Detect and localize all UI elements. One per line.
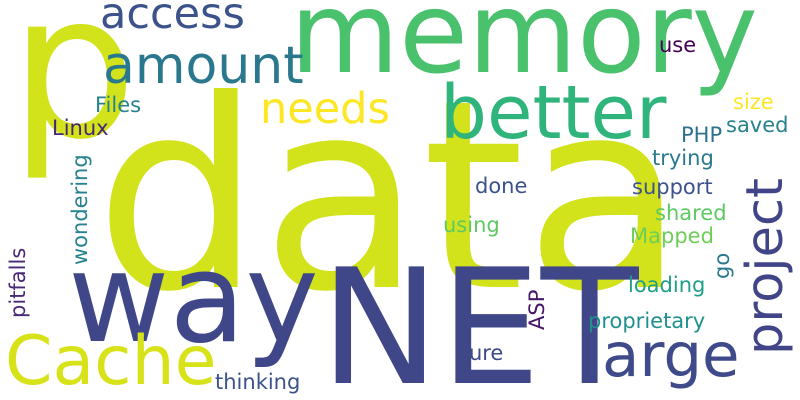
word-project: project (736, 177, 795, 355)
word-needs: needs (260, 84, 390, 134)
word-wondering: wondering (68, 154, 92, 265)
word-memory: memory (290, 0, 758, 99)
word-p: p (10, 0, 137, 184)
word-trying: trying (652, 146, 714, 170)
word-done: done (475, 174, 528, 198)
word-linux: Linux (52, 116, 109, 140)
word-size: size (733, 90, 774, 114)
word-proprietary: proprietary (588, 309, 706, 333)
word-cache: Cache (5, 322, 217, 400)
word-files: Files (95, 93, 142, 117)
word-using: using (443, 213, 500, 237)
word-asp: ASP (525, 289, 549, 330)
word-saved: saved (726, 113, 789, 137)
word-net: NET (320, 234, 639, 400)
word-better: better (440, 70, 667, 156)
word-loading: loading (628, 273, 706, 297)
word-php: PHP (681, 123, 723, 147)
word-sure: sure (458, 341, 504, 365)
word-amount: amount (103, 36, 304, 96)
word-mapped: Mapped (630, 224, 714, 248)
word-data: data (95, 44, 686, 349)
word-way: way (68, 227, 319, 371)
word-support: support (632, 175, 713, 199)
word-shared: shared (655, 201, 727, 225)
word-go: go (710, 252, 734, 279)
word-large: large (585, 320, 740, 391)
word-use: use (659, 33, 697, 57)
word-access: access (100, 0, 245, 39)
word-thinking: thinking (215, 370, 301, 394)
word-pitfalls: pitfalls (6, 247, 30, 318)
